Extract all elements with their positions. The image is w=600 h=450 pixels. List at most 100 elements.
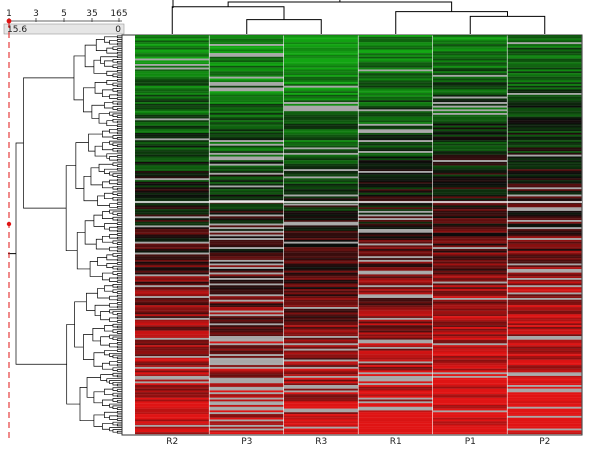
heatmap-cell xyxy=(135,426,209,429)
heatmap-cell xyxy=(507,239,582,242)
heatmap-cell xyxy=(135,399,209,402)
heatmap-cell xyxy=(358,181,433,184)
heatmap-cell xyxy=(209,332,284,335)
heatmap-cell xyxy=(433,54,507,57)
heatmap-cell xyxy=(433,348,507,351)
heatmap-cell xyxy=(209,36,284,39)
heatmap-cell xyxy=(284,426,358,429)
heatmap-cell xyxy=(358,239,433,242)
heatmap-cell xyxy=(507,127,582,130)
heatmap-cell xyxy=(135,283,209,286)
heatmap-cell xyxy=(284,94,358,97)
row-dendrogram-link xyxy=(90,167,103,186)
heatmap-cell xyxy=(135,346,209,349)
heatmap-cell xyxy=(358,314,433,317)
heatmap-cell xyxy=(433,327,507,329)
heatmap-cell xyxy=(433,390,507,393)
heatmap-cell xyxy=(358,180,433,183)
heatmap-cell xyxy=(135,120,209,123)
heatmap-cell xyxy=(507,414,582,417)
heatmap-cell xyxy=(284,227,358,230)
heatmap-cell xyxy=(284,149,358,152)
heatmap-cell xyxy=(135,219,209,222)
heatmap-cell xyxy=(209,200,284,202)
heatmap-cell xyxy=(284,256,358,259)
heatmap-cell xyxy=(135,132,209,135)
heatmap-cell xyxy=(358,250,433,253)
heatmap-cell xyxy=(433,345,507,348)
heatmap-cell xyxy=(358,196,433,199)
heatmap-cell xyxy=(284,145,358,148)
heatmap-cell xyxy=(507,163,582,166)
heatmap-cell xyxy=(284,245,358,248)
heatmap-cell xyxy=(358,357,433,360)
heatmap-cell xyxy=(433,397,507,400)
heatmap-cell xyxy=(135,152,209,155)
heatmap-cell xyxy=(135,383,209,386)
heatmap-cell xyxy=(433,272,507,275)
row-dendrogram-link xyxy=(93,414,105,427)
heatmap-cell xyxy=(135,379,209,382)
heatmap-cell xyxy=(433,421,507,424)
heatmap-cell xyxy=(209,89,284,92)
heatmap-cell xyxy=(209,334,284,337)
heatmap-cell xyxy=(284,83,358,86)
heatmap-cell xyxy=(209,261,284,264)
row-dendrogram-link xyxy=(94,82,107,94)
heatmap-cell xyxy=(209,279,284,282)
heatmap-cell xyxy=(433,341,507,344)
heatmap-cell xyxy=(209,40,284,43)
heatmap-cell xyxy=(209,93,284,95)
heatmap-cell xyxy=(358,270,433,273)
heatmap-cell xyxy=(135,290,209,293)
heatmap-cell xyxy=(284,64,358,66)
heatmap-cell xyxy=(507,154,582,157)
heatmap-cell xyxy=(284,243,358,246)
heatmap-cell xyxy=(358,58,433,61)
heatmap-cell xyxy=(358,54,433,57)
heatmap-cell xyxy=(507,218,582,221)
heatmap-cell xyxy=(135,102,209,105)
heatmap-cell xyxy=(135,185,209,188)
heatmap-cell xyxy=(209,151,284,154)
row-dendrogram-link xyxy=(109,156,118,161)
heatmap-cell xyxy=(358,112,433,115)
heatmap-cell xyxy=(433,67,507,70)
heatmap-cell xyxy=(284,134,358,137)
heatmap-cell xyxy=(284,270,358,273)
heatmap-cell xyxy=(209,368,284,371)
heatmap-cell xyxy=(358,60,433,63)
heatmap-cell xyxy=(135,328,209,331)
heatmap-cell xyxy=(507,345,582,348)
heatmap-cell xyxy=(507,247,582,250)
heatmap-cell xyxy=(135,252,209,255)
heatmap-cell xyxy=(358,118,433,121)
heatmap-cell xyxy=(433,417,507,420)
heatmap-cell xyxy=(358,252,433,255)
heatmap-cell xyxy=(284,379,358,382)
heatmap-cell xyxy=(284,397,358,400)
heatmap-cell xyxy=(358,415,433,418)
row-dendrogram-link xyxy=(106,70,118,76)
heatmap-cell xyxy=(209,192,284,195)
heatmap-cell xyxy=(284,414,358,417)
heatmap-cell xyxy=(135,123,209,126)
heatmap-cell xyxy=(358,399,433,402)
row-dendrogram-link xyxy=(100,336,110,346)
heatmap-cell xyxy=(433,134,507,137)
heatmap-cell xyxy=(433,379,507,382)
heatmap-cell xyxy=(284,307,358,310)
heatmap-cell xyxy=(209,161,284,164)
heatmap-cell xyxy=(433,283,507,286)
heatmap-cell xyxy=(358,426,433,429)
heatmap-cell xyxy=(135,247,209,250)
heatmap-cell xyxy=(358,82,433,85)
heatmap-cell xyxy=(358,307,433,310)
heatmap-cell xyxy=(433,263,507,266)
heatmap-cell xyxy=(507,243,582,246)
heatmap-cell xyxy=(209,357,284,360)
heatmap-cell xyxy=(284,100,358,103)
heatmap-cell xyxy=(284,236,358,239)
heatmap-cell xyxy=(507,107,582,110)
row-dendrogram-link xyxy=(97,195,110,206)
